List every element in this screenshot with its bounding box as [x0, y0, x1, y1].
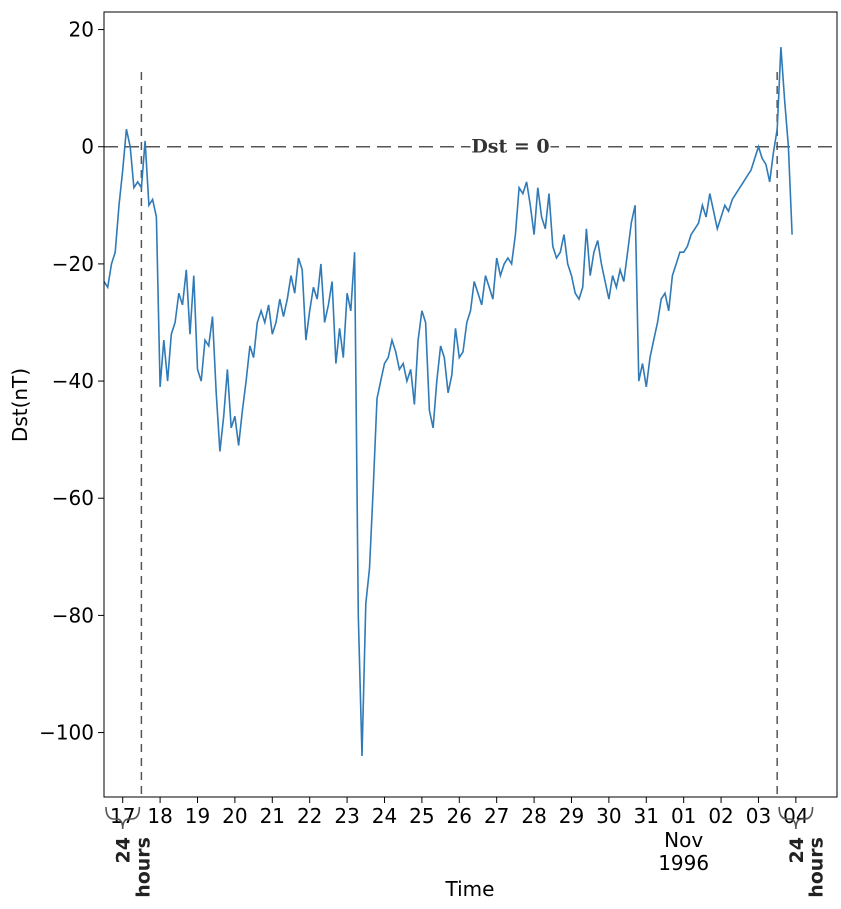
x-tick-label: 29 — [559, 804, 584, 828]
y-tick-label: −20 — [52, 252, 94, 276]
x-year-label: 1996 — [658, 851, 709, 875]
brace-label-number: 24 — [113, 837, 135, 863]
y-tick-label: −100 — [39, 721, 94, 745]
x-tick-label: 25 — [409, 804, 434, 828]
x-tick-label: 02 — [708, 804, 733, 828]
x-tick-label: 23 — [334, 804, 359, 828]
x-tick-label: 26 — [447, 804, 472, 828]
dst-zero-annotation-bg — [470, 134, 551, 159]
x-tick-label: 03 — [746, 804, 771, 828]
x-tick-label: 28 — [521, 804, 546, 828]
x-tick-label: 22 — [297, 804, 322, 828]
brace-1 — [105, 806, 141, 830]
brace-label-unit: hours — [806, 837, 828, 898]
x-tick-label: 30 — [596, 804, 621, 828]
reference-lines — [104, 72, 837, 797]
x-tick-label: 01 — [671, 804, 696, 828]
x-axis: 17 18 19 20 21 22 23 24 25 26 27 28 29 30 31 01 02 03 04 — [110, 797, 809, 828]
x-tick-label: 20 — [222, 804, 247, 828]
x-tick-label: 24 — [372, 804, 397, 828]
brace-2 — [778, 806, 814, 830]
plot-frame — [103, 11, 838, 798]
brace-label-unit: hours — [132, 837, 154, 898]
series-layer — [103, 47, 793, 757]
x-tick-label: 27 — [484, 804, 509, 828]
dst-zero-annotation: Dst = 0 — [471, 136, 549, 158]
x-axis-title: Time — [445, 877, 495, 901]
x-tick-label: 21 — [260, 804, 285, 828]
y-tick-label: −40 — [52, 369, 94, 393]
dst-series-line — [103, 47, 793, 757]
y-tick-label: −60 — [52, 486, 94, 510]
y-tick-label: 20 — [69, 18, 94, 42]
y-axis-title: Dst(nT) — [8, 368, 32, 442]
x-month-label: Nov — [664, 828, 703, 852]
y-tick-label: −80 — [52, 603, 94, 627]
x-tick-label: 18 — [147, 804, 172, 828]
brace-label-number: 24 — [786, 837, 808, 863]
y-tick-label: 0 — [81, 135, 94, 159]
x-tick-label: 19 — [185, 804, 210, 828]
x-tick-label: 31 — [634, 804, 659, 828]
y-axis: 20 0 −20 −40 −60 −80 −100 — [39, 18, 104, 745]
